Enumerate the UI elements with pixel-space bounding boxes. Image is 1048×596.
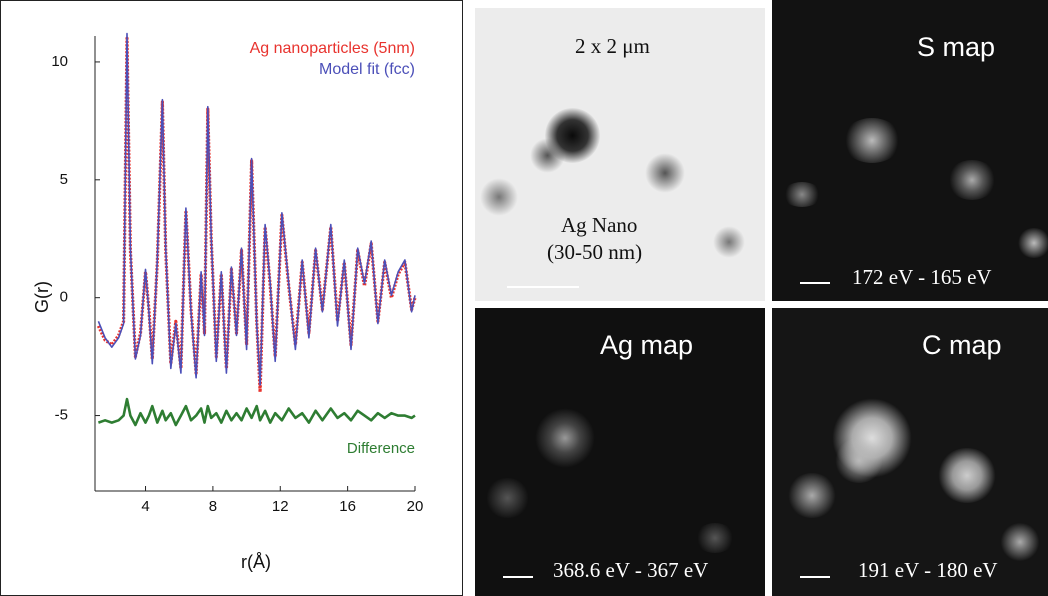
particle [480, 178, 518, 216]
scale-label: 2 x 2 μm [575, 34, 650, 58]
x-tick-label: 12 [272, 498, 289, 515]
scale-bar [800, 282, 830, 284]
legend-entry: Ag nanoparticles (5nm) [250, 40, 415, 57]
scale-bar [507, 286, 579, 288]
x-tick-label: 20 [407, 498, 424, 515]
x-tick-label: 8 [209, 498, 217, 515]
spot [535, 408, 595, 468]
data-line [96, 36, 417, 394]
spot [1000, 523, 1040, 561]
legend-entry: Model fit (fcc) [319, 61, 415, 78]
spot [937, 448, 997, 503]
image-panel: 2 x 2 μm Ag Nano (30-50 nm) [475, 8, 765, 301]
spot [947, 160, 997, 200]
data-line [97, 32, 416, 386]
x-tick-label: 4 [141, 498, 149, 515]
particle [530, 138, 565, 173]
image-panel: C map 191 eV - 180 eV [772, 308, 1048, 596]
plot-panel: G(r) r(Å) -5 0 5 10 4 8 12 16 20 Ag nanoparticles… [0, 0, 463, 596]
energy-label: 368.6 eV - 367 eV [553, 558, 709, 582]
energy-label: 191 eV - 180 eV [858, 558, 998, 582]
series-label: Difference [347, 440, 415, 457]
spot [782, 182, 822, 207]
scale-bar [503, 576, 533, 578]
y-tick-label: 0 [60, 289, 68, 306]
image-label: (30-50 nm) [547, 240, 643, 264]
spot [834, 438, 884, 483]
y-tick-label: 5 [60, 171, 68, 188]
spot [695, 523, 735, 553]
particle [645, 153, 685, 193]
data-line [97, 397, 416, 427]
map-title: C map [922, 330, 1002, 360]
y-axis-label: G(r) [32, 281, 52, 313]
x-tick-label: 16 [339, 498, 356, 515]
map-title: Ag map [600, 330, 694, 360]
x-axis-label: r(Å) [241, 552, 271, 572]
y-tick-label: 10 [51, 53, 68, 70]
spot [787, 473, 837, 518]
chart: G(r) r(Å) -5 0 5 10 4 8 12 16 20 Ag nanoparticles… [32, 32, 424, 572]
image-panel: Ag map 368.6 eV - 367 eV [475, 308, 765, 596]
y-tick-label: -5 [55, 407, 68, 424]
spot [485, 478, 530, 518]
spot [842, 118, 902, 163]
image-panel: S map 172 eV - 165 eV [772, 0, 1048, 301]
scale-bar [800, 576, 830, 578]
image-label: Ag Nano [561, 213, 638, 237]
map-title: S map [917, 32, 996, 62]
particle [713, 226, 745, 258]
spot [1017, 228, 1048, 258]
energy-label: 172 eV - 165 eV [852, 265, 992, 289]
